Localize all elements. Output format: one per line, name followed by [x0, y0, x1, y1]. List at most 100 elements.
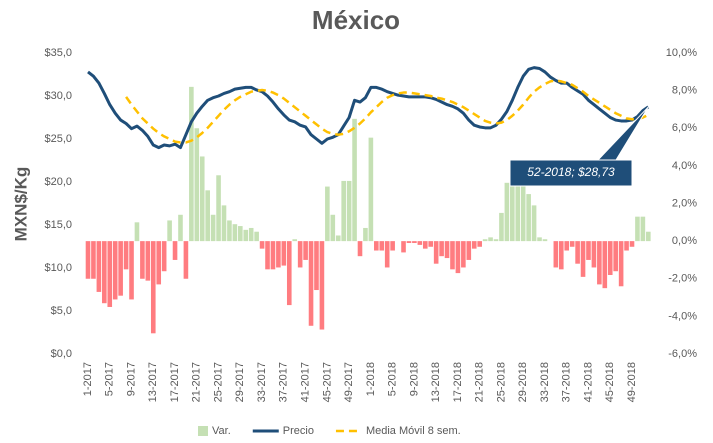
bar	[613, 241, 618, 272]
bar	[586, 241, 591, 260]
y2-tick-label: 2,0%	[672, 197, 697, 209]
bar	[216, 175, 221, 242]
bar	[297, 241, 303, 268]
x-tick-label: 21-2018	[474, 362, 486, 402]
bar	[542, 239, 548, 242]
bar	[325, 186, 330, 242]
bar	[384, 241, 390, 268]
y2-tick-label: 10,0%	[666, 47, 697, 59]
bar	[276, 241, 281, 268]
x-tick-label: 13-2018	[430, 362, 442, 402]
bar	[91, 241, 96, 279]
bar	[281, 241, 287, 266]
y2-tick-label: 8,0%	[672, 85, 697, 97]
bar	[156, 241, 162, 285]
bar	[466, 241, 472, 260]
bar	[243, 229, 249, 242]
bar	[112, 241, 118, 300]
bar	[520, 179, 526, 242]
bar	[189, 86, 194, 242]
x-tick-label: 33-2018	[539, 362, 551, 402]
bar	[238, 226, 243, 242]
bar	[635, 216, 640, 242]
x-tick-label: 5-2018	[387, 362, 399, 396]
bar	[488, 237, 493, 242]
bar	[96, 241, 102, 292]
bar	[227, 220, 232, 242]
bar	[504, 182, 510, 242]
x-tick-label: 25-2018	[495, 362, 507, 402]
bar	[417, 241, 423, 245]
bar	[597, 241, 602, 285]
bar	[107, 241, 113, 307]
bar	[433, 241, 439, 264]
bar	[102, 241, 107, 304]
bar	[406, 241, 412, 244]
bar	[510, 177, 515, 242]
bar	[221, 205, 227, 242]
bar	[569, 241, 575, 247]
price-line	[87, 66, 650, 150]
x-tick-label: 37-2018	[561, 362, 573, 402]
bar	[379, 241, 385, 251]
y-tick-label: $15,0	[44, 219, 72, 231]
legend-label: Media Móvil 8 sem.	[366, 425, 461, 437]
x-tick-label: 17-2018	[452, 362, 464, 402]
bar	[428, 241, 434, 247]
x-tick-label: 29-2017	[234, 362, 246, 402]
x-tick-label: 49-2017	[343, 362, 355, 402]
bar	[450, 241, 455, 270]
y-tick-label: $5,0	[51, 305, 72, 317]
bar	[471, 241, 477, 249]
bar	[210, 214, 216, 242]
bar	[624, 241, 629, 251]
bar	[357, 241, 363, 257]
bar	[232, 224, 238, 242]
bar	[161, 241, 167, 272]
bar	[134, 222, 140, 242]
bar	[303, 241, 308, 260]
bar	[515, 171, 521, 242]
y-axis-title: MXN$/Kg	[11, 167, 30, 242]
legend-label: Var.	[212, 425, 231, 437]
y-tick-label: $25,0	[44, 133, 72, 145]
y2-tick-label: -4,0%	[668, 310, 697, 322]
x-tick-label: 29-2018	[517, 362, 529, 402]
bar	[553, 241, 559, 268]
bar	[85, 241, 91, 279]
bar	[537, 237, 542, 242]
bar	[286, 241, 292, 306]
bar	[602, 241, 608, 289]
bar	[482, 239, 488, 242]
bar	[167, 220, 172, 242]
bar	[330, 214, 336, 242]
bar	[194, 128, 200, 242]
x-tick-label: 45-2018	[604, 362, 616, 402]
x-tick-label: 41-2018	[582, 362, 594, 402]
y2-tick-label: -2,0%	[668, 273, 697, 285]
bar	[564, 241, 570, 251]
bar	[314, 241, 319, 291]
bar	[591, 241, 597, 268]
bar	[270, 241, 276, 270]
y-tick-label: $10,0	[44, 262, 72, 274]
bar	[199, 156, 205, 242]
x-tick-label: 37-2017	[278, 362, 290, 402]
moving-average-line	[125, 79, 649, 144]
bar	[254, 231, 259, 242]
bar	[123, 241, 129, 270]
annotation-fill	[511, 161, 631, 185]
chart-title: México	[312, 5, 400, 35]
x-tick-label: 25-2017	[212, 362, 224, 402]
bar	[341, 180, 346, 242]
bar	[150, 241, 156, 334]
bar	[493, 239, 499, 242]
x-tick-label: 21-2017	[191, 362, 203, 402]
bar	[363, 227, 368, 242]
legend-swatch	[198, 426, 208, 436]
bar	[412, 241, 417, 244]
y-tick-label: $35,0	[44, 47, 72, 59]
bar	[118, 241, 123, 296]
x-tick-label: 33-2017	[256, 362, 268, 402]
